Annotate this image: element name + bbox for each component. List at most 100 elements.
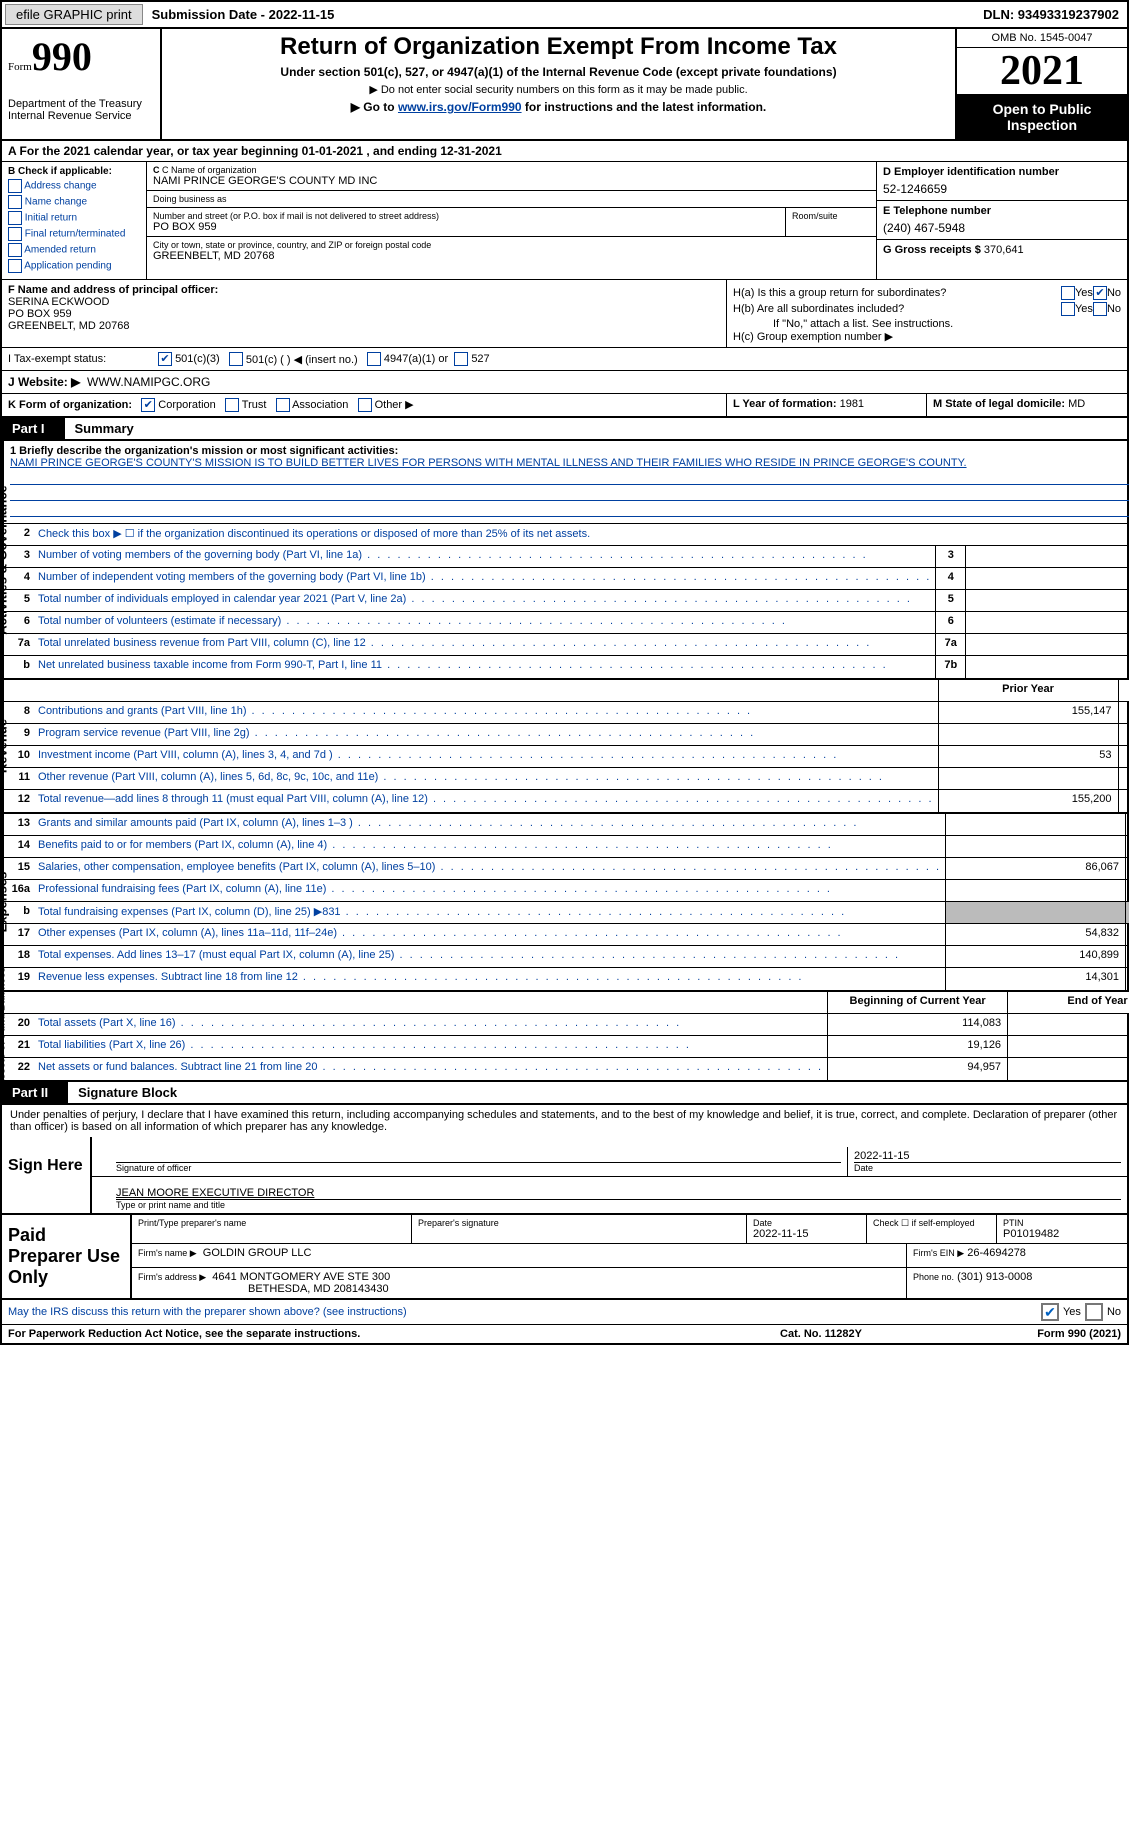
b-opt[interactable]: Name change (8, 195, 140, 209)
block-governance: Activities & Governance 1 Briefly descri… (0, 441, 1129, 680)
part-2-label: Part II (2, 1082, 68, 1103)
j-label: J Website: ▶ (8, 375, 80, 389)
hdr-boy: Beginning of Current Year (827, 992, 1007, 1013)
cb-4947[interactable] (367, 352, 381, 366)
website: WWW.NAMIPGC.ORG (87, 375, 210, 389)
cb-trust[interactable] (225, 398, 239, 412)
firm-addr-label: Firm's address ▶ (138, 1272, 206, 1282)
table-row: 16aProfessional fundraising fees (Part I… (4, 880, 1129, 902)
firm-addr2: BETHESDA, MD 208143430 (138, 1283, 389, 1295)
submission-date: Submission Date - 2022-11-15 (146, 7, 341, 22)
dba-label: Doing business as (153, 194, 870, 204)
table-row: 6Total number of volunteers (estimate if… (4, 612, 1129, 634)
block-bcd: B Check if applicable: Address change Na… (0, 162, 1129, 280)
firm-name: GOLDIN GROUP LLC (203, 1247, 312, 1259)
gross-label: G Gross receipts $ (883, 244, 981, 256)
i-label: I Tax-exempt status: (8, 353, 158, 365)
form-number: 990 (32, 34, 92, 79)
cb-501c[interactable] (229, 352, 243, 366)
discuss-label: May the IRS discuss this return with the… (8, 1306, 1037, 1318)
form-word: Form (8, 61, 32, 73)
prep-sig-label: Preparer's signature (418, 1218, 740, 1228)
m-label: M State of legal domicile: (933, 398, 1065, 410)
year-formed: 1981 (840, 398, 864, 410)
table-row: 12Total revenue—add lines 8 through 11 (… (4, 790, 1129, 812)
line-a: A For the 2021 calendar year, or tax yea… (0, 141, 1129, 162)
tax-year: 2021 (957, 48, 1127, 95)
firm-ein-label: Firm's EIN ▶ (913, 1248, 964, 1258)
footer-center: Cat. No. 11282Y (721, 1328, 921, 1340)
part-1-label: Part I (2, 418, 65, 439)
ptin: P01019482 (1003, 1228, 1121, 1240)
cb-assoc[interactable] (276, 398, 290, 412)
b-opt[interactable]: Address change (8, 179, 140, 193)
table-row: 11Other revenue (Part VIII, column (A), … (4, 768, 1129, 790)
b-opt[interactable]: Application pending (8, 259, 140, 273)
table-row: 4Number of independent voting members of… (4, 568, 1129, 590)
b-opt[interactable]: Initial return (8, 211, 140, 225)
efile-print-button[interactable]: efile GRAPHIC print (5, 4, 143, 25)
prep-name-label: Print/Type preparer's name (138, 1218, 405, 1228)
block-fh: F Name and address of principal officer:… (0, 280, 1129, 348)
b-opt[interactable]: Final return/terminated (8, 227, 140, 241)
ein-label: D Employer identification number (883, 166, 1121, 178)
top-bar: efile GRAPHIC print Submission Date - 20… (0, 0, 1129, 29)
side-expenses: Expenses (2, 814, 4, 990)
street-label: Number and street (or P.O. box if mail i… (153, 211, 779, 221)
f-label: F Name and address of principal officer: (8, 284, 218, 296)
line-i: I Tax-exempt status: 501(c)(3) 501(c) ( … (0, 348, 1129, 371)
firm-addr1: 4641 MONTGOMERY AVE STE 300 (212, 1271, 390, 1283)
hb-note: If "No," attach a list. See instructions… (733, 318, 1121, 330)
cb-527[interactable] (454, 352, 468, 366)
table-row: 3Number of voting members of the governi… (4, 546, 1129, 568)
hc-label: H(c) Group exemption number ▶ (733, 330, 1121, 343)
irs-link[interactable]: www.irs.gov/Form990 (398, 100, 522, 114)
table-row: 7aTotal unrelated business revenue from … (4, 634, 1129, 656)
table-row: 20Total assets (Part X, line 16)114,0831… (4, 1014, 1129, 1036)
table-row: bNet unrelated business taxable income f… (4, 656, 1129, 678)
b-opt[interactable]: Amended return (8, 243, 140, 257)
dln: DLN: 93493319237902 (983, 7, 1127, 22)
hdr-eoy: End of Year (1007, 992, 1129, 1013)
prep-date: 2022-11-15 (753, 1228, 860, 1240)
city-label: City or town, state or province, country… (153, 240, 870, 250)
public-inspection: Open to Public Inspection (957, 95, 1127, 139)
b-label: B Check if applicable: (8, 166, 140, 177)
sig-officer-label: Signature of officer (116, 1162, 841, 1173)
line-j: J Website: ▶ WWW.NAMIPGC.ORG (0, 371, 1129, 394)
omb-number: OMB No. 1545-0047 (957, 29, 1127, 48)
block-revenue: Revenue Prior YearCurrent Year 8Contribu… (0, 680, 1129, 814)
self-emp-label: Check ☐ if self-employed (873, 1218, 990, 1229)
discuss-yes-checkbox[interactable] (1041, 1303, 1059, 1321)
officer-print-name: JEAN MOORE EXECUTIVE DIRECTOR (116, 1187, 1121, 1199)
footer-left: For Paperwork Reduction Act Notice, see … (8, 1328, 721, 1340)
org-name: NAMI PRINCE GEORGE'S COUNTY MD INC (153, 175, 870, 187)
domicile: MD (1068, 398, 1085, 410)
firm-phone: (301) 913-0008 (957, 1271, 1032, 1283)
cb-501c3[interactable] (158, 352, 172, 366)
room-label: Room/suite (792, 211, 870, 221)
col-b: B Check if applicable: Address change Na… (2, 162, 147, 279)
table-row: 14Benefits paid to or for members (Part … (4, 836, 1129, 858)
officer-name: SERINA ECKWOOD (8, 296, 720, 308)
table-row: 8Contributions and grants (Part VIII, li… (4, 702, 1129, 724)
firm-name-label: Firm's name ▶ (138, 1248, 197, 1258)
side-netassets: Net Assets or Fund Balances (2, 992, 4, 1080)
part-1-title: Summary (65, 418, 1127, 439)
footer: For Paperwork Reduction Act Notice, see … (0, 1325, 1129, 1345)
discuss-no-checkbox[interactable] (1085, 1303, 1103, 1321)
sign-here-label: Sign Here (2, 1137, 92, 1213)
hdr-prior: Prior Year (938, 680, 1118, 701)
tel-label: E Telephone number (883, 205, 1121, 217)
block-netassets: Net Assets or Fund Balances Beginning of… (0, 992, 1129, 1082)
cb-other[interactable] (358, 398, 372, 412)
summary-brief: 1 Briefly describe the organization's mi… (4, 441, 1129, 524)
discuss-row: May the IRS discuss this return with the… (0, 1300, 1129, 1325)
print-name-label: Type or print name and title (116, 1199, 1121, 1210)
line-klm: K Form of organization: Corporation Trus… (0, 394, 1129, 418)
table-row: 13Grants and similar amounts paid (Part … (4, 814, 1129, 836)
cb-corp[interactable] (141, 398, 155, 412)
phone-label: Phone no. (913, 1272, 954, 1282)
ptin-label: PTIN (1003, 1218, 1121, 1228)
side-revenue: Revenue (2, 680, 4, 812)
